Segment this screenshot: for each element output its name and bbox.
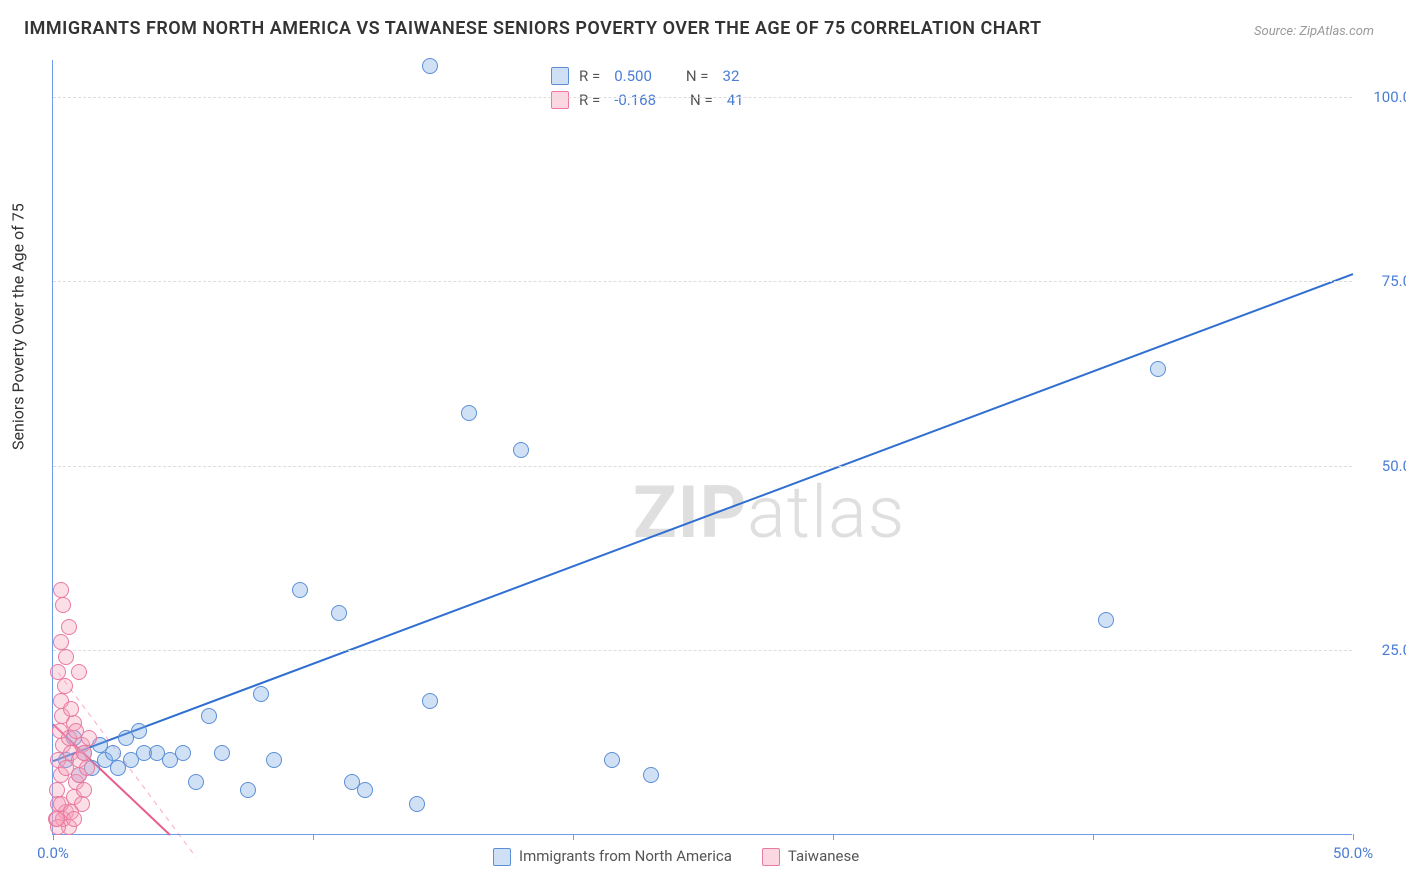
data-point: [49, 782, 65, 798]
data-point: [53, 634, 69, 650]
y-axis-label: Seniors Poverty Over the Age of 75: [9, 203, 28, 450]
data-point: [461, 405, 477, 421]
chart-title: IMMIGRANTS FROM NORTH AMERICA VS TAIWANE…: [24, 18, 1042, 39]
data-point: [61, 619, 77, 635]
data-point: [292, 582, 308, 598]
x-tick: [573, 834, 574, 840]
gridline: [53, 97, 1352, 98]
data-point: [409, 796, 425, 812]
legend-n-value: 41: [727, 91, 744, 109]
x-tick: [1353, 834, 1354, 840]
legend-series-label: Taiwanese: [788, 847, 859, 865]
legend-r-value: 0.500: [614, 67, 652, 85]
data-point: [422, 693, 438, 709]
data-point: [1150, 361, 1166, 377]
x-tick: [833, 834, 834, 840]
legend-r-label: R =: [579, 67, 600, 85]
legend-r-label: R =: [579, 91, 600, 109]
data-point: [357, 782, 373, 798]
data-point: [422, 58, 438, 74]
data-point: [49, 811, 65, 827]
legend-correlation-row: R = -0.168 N = 41: [551, 88, 744, 112]
data-point: [50, 664, 66, 680]
data-point: [71, 664, 87, 680]
data-point: [63, 701, 79, 717]
y-tick-label: 100.0%: [1362, 88, 1406, 106]
data-point: [55, 597, 71, 613]
legend-n-label: N =: [690, 91, 713, 109]
data-point: [201, 708, 217, 724]
legend-series: Immigrants from North America Taiwanese: [493, 847, 859, 866]
data-point: [105, 745, 121, 761]
gridline: [53, 466, 1352, 467]
y-tick-label: 75.0%: [1362, 272, 1406, 290]
x-tick-label: 50.0%: [1333, 844, 1373, 862]
data-point: [240, 782, 256, 798]
x-tick: [1093, 834, 1094, 840]
data-point: [53, 582, 69, 598]
x-tick: [53, 834, 54, 840]
trend-lines-layer: [53, 60, 1352, 834]
data-point: [1098, 612, 1114, 628]
data-point: [604, 752, 620, 768]
data-point: [214, 745, 230, 761]
legend-swatch: [493, 848, 511, 866]
data-point: [76, 782, 92, 798]
watermark-bold: ZIP: [633, 470, 747, 555]
legend-swatch: [551, 67, 569, 85]
legend-n-label: N =: [686, 67, 709, 85]
legend-series-item: Immigrants from North America: [493, 847, 732, 866]
data-point: [188, 774, 204, 790]
legend-r-value: -0.168: [614, 91, 656, 109]
gridline: [53, 281, 1352, 282]
data-point: [175, 745, 191, 761]
data-point: [57, 678, 73, 694]
legend-correlation: R = 0.500 N = 32 R = -0.168 N = 41: [551, 64, 744, 112]
data-point: [81, 730, 97, 746]
data-point: [643, 767, 659, 783]
legend-series-item: Taiwanese: [762, 847, 859, 866]
legend-n-value: 32: [723, 67, 740, 85]
data-point: [76, 745, 92, 761]
y-tick-label: 50.0%: [1362, 457, 1406, 475]
source-attribution: Source: ZipAtlas.com: [1254, 24, 1374, 39]
legend-swatch: [762, 848, 780, 866]
watermark: ZIPatlas: [633, 470, 905, 555]
data-point: [79, 760, 95, 776]
watermark-light: atlas: [747, 470, 905, 555]
gridline: [53, 650, 1352, 651]
data-point: [513, 442, 529, 458]
scatter-plot: ZIPatlas R =0.500N =32R =-0.168N =41 Imm…: [52, 60, 1352, 835]
x-tick-label: 0.0%: [37, 844, 69, 862]
y-tick-label: 25.0%: [1362, 641, 1406, 659]
data-point: [266, 752, 282, 768]
data-point: [58, 649, 74, 665]
data-point: [253, 686, 269, 702]
legend-series-label: Immigrants from North America: [519, 847, 732, 865]
legend-swatch: [551, 91, 569, 109]
data-point: [131, 723, 147, 739]
data-point: [66, 811, 82, 827]
data-point: [331, 605, 347, 621]
legend-correlation-row: R = 0.500 N = 32: [551, 64, 744, 88]
x-tick: [313, 834, 314, 840]
